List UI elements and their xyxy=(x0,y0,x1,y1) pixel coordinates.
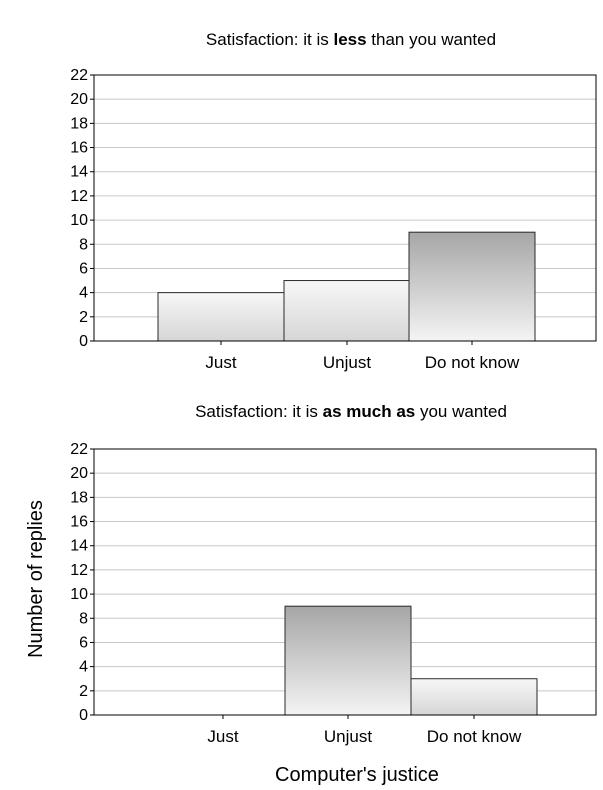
x-tick-label: Unjust xyxy=(323,353,371,372)
y-tick-label: 22 xyxy=(70,67,88,84)
y-tick-label: 4 xyxy=(79,659,88,676)
y-tick-label: 20 xyxy=(70,91,88,108)
y-tick-label: 22 xyxy=(70,441,88,458)
x-tick-label: Do not know xyxy=(427,727,522,746)
y-tick-label: 0 xyxy=(79,707,88,724)
y-tick-label: 8 xyxy=(79,610,88,627)
bar-do-not-know xyxy=(410,678,538,716)
bar-unjust xyxy=(284,605,412,716)
chart-title: Satisfaction: it is as much as you wante… xyxy=(195,402,507,421)
y-tick-label: 8 xyxy=(79,236,88,253)
y-tick-label: 18 xyxy=(70,489,88,506)
x-tick-label: Unjust xyxy=(324,727,372,746)
y-axis-title: Number of replies xyxy=(25,500,47,658)
y-tick-label: 12 xyxy=(70,562,88,579)
chart-panel-2: Satisfaction: it is as much as you wante… xyxy=(70,402,597,746)
y-tick-label: 16 xyxy=(70,514,88,531)
plot-frame xyxy=(93,448,597,716)
y-tick-label: 16 xyxy=(70,140,88,157)
y-tick-label: 18 xyxy=(70,115,88,132)
bar-unjust xyxy=(283,280,411,342)
y-tick-label: 10 xyxy=(70,212,88,229)
chart-title: Satisfaction: it is less than you wanted xyxy=(206,30,496,49)
bar-do-not-know xyxy=(408,231,536,342)
y-tick-label: 2 xyxy=(79,683,88,700)
y-tick-label: 0 xyxy=(79,333,88,350)
x-axis-title: Computer's justice xyxy=(275,764,439,786)
y-tick-label: 10 xyxy=(70,586,88,603)
x-tick-label: Do not know xyxy=(425,353,520,372)
chart-panel-1: Satisfaction: it is less than you wanted… xyxy=(70,30,597,372)
plot-frame xyxy=(93,74,597,342)
x-tick-label: Just xyxy=(205,353,236,372)
y-tick-label: 20 xyxy=(70,465,88,482)
y-tick-label: 14 xyxy=(70,538,88,555)
y-tick-label: 12 xyxy=(70,188,88,205)
y-tick-label: 4 xyxy=(79,285,88,302)
x-tick-label: Just xyxy=(207,727,238,746)
y-tick-label: 14 xyxy=(70,164,88,181)
bar-just xyxy=(157,292,285,342)
y-tick-label: 6 xyxy=(79,634,88,651)
y-tick-label: 6 xyxy=(79,260,88,277)
y-tick-label: 2 xyxy=(79,309,88,326)
